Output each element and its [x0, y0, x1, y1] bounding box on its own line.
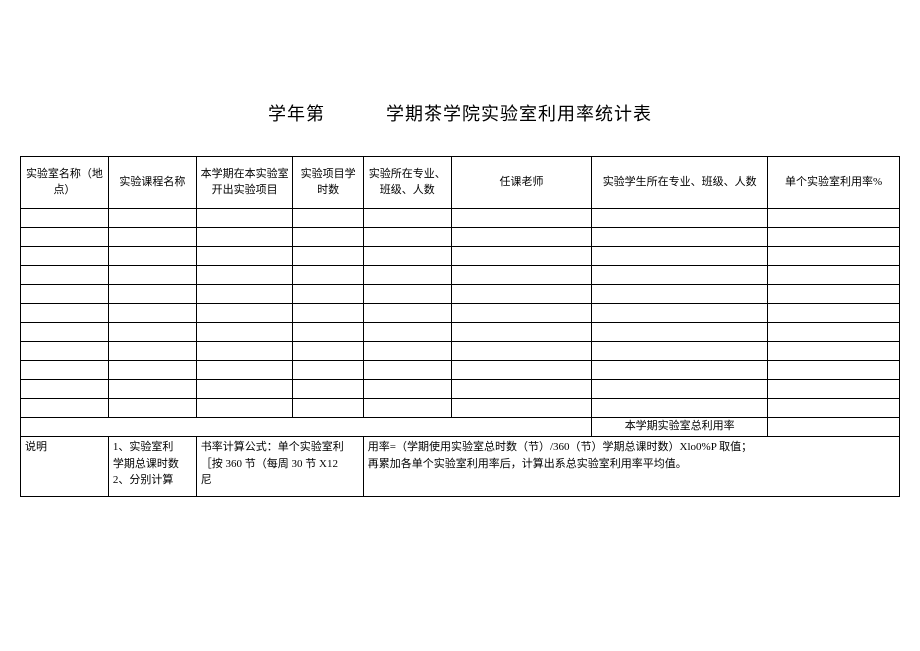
table-row — [21, 342, 900, 361]
table-row — [21, 247, 900, 266]
header-utilization: 单个实验室利用率% — [768, 157, 900, 209]
table-row — [21, 285, 900, 304]
header-major: 实验所在专业、班级、人数 — [363, 157, 451, 209]
table-row — [21, 209, 900, 228]
notes-label: 说明 — [21, 437, 109, 497]
header-hours: 实验项目学时数 — [293, 157, 363, 209]
title-part2: 学期茶学院实验室利用率统计表 — [386, 104, 652, 124]
header-projects: 本学期在本实验室开出实验项目 — [196, 157, 293, 209]
summary-label: 本学期实验室总利用率 — [592, 418, 768, 437]
table-row — [21, 323, 900, 342]
notes-row: 说明 1、实验室利 学期总课时数 2、分别计算 书率计算公式：单个实验室利 ［按… — [21, 437, 900, 497]
notes-col3: 用率=（学期使用实验室总时数（节）/360（节）学期总课时数）Xlo0%P 取值… — [363, 437, 899, 497]
header-row: 实验室名称（地点） 实验课程名称 本学期在本实验室开出实验项目 实验项目学时数 … — [21, 157, 900, 209]
header-course-name: 实验课程名称 — [108, 157, 196, 209]
header-teacher: 任课老师 — [451, 157, 592, 209]
page-title: 学年第 学期茶学院实验室利用率统计表 — [20, 100, 900, 126]
table-row — [21, 361, 900, 380]
notes-col2: 书率计算公式：单个实验室利 ［按 360 节（每周 30 节 X12 尼 — [196, 437, 363, 497]
summary-empty — [21, 418, 592, 437]
table-row — [21, 399, 900, 418]
table-row — [21, 380, 900, 399]
summary-row: 本学期实验室总利用率 — [21, 418, 900, 437]
utilization-table: 实验室名称（地点） 实验课程名称 本学期在本实验室开出实验项目 实验项目学时数 … — [20, 156, 900, 497]
table-row — [21, 228, 900, 247]
header-lab-name: 实验室名称（地点） — [21, 157, 109, 209]
table-row — [21, 304, 900, 323]
summary-value — [768, 418, 900, 437]
table-row — [21, 266, 900, 285]
header-student-major: 实验学生所在专业、班级、人数 — [592, 157, 768, 209]
table-body: 本学期实验室总利用率 说明 1、实验室利 学期总课时数 2、分别计算 书率计算公… — [21, 209, 900, 497]
notes-col1: 1、实验室利 学期总课时数 2、分别计算 — [108, 437, 196, 497]
title-part1: 学年第 — [268, 104, 325, 124]
